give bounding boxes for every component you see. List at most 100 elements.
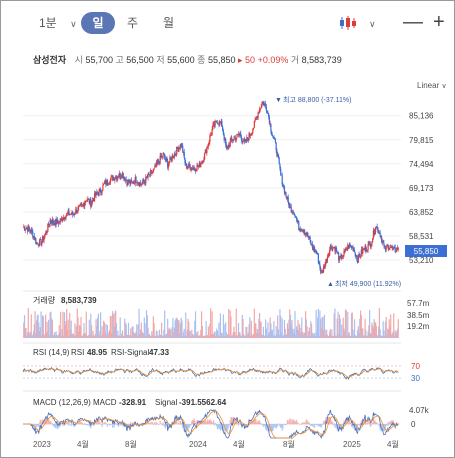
time-axis-label: 4월 <box>77 439 89 449</box>
volume-bar <box>177 320 179 338</box>
candle-body <box>224 138 226 141</box>
candle-body <box>158 161 160 164</box>
macd-histogram-bar <box>229 420 231 425</box>
volume-bar <box>223 324 225 338</box>
minimize-button[interactable]: — <box>403 11 423 33</box>
volume-bar <box>116 335 118 338</box>
volume-bar <box>180 317 182 338</box>
volume-bar <box>152 316 154 338</box>
interval-select[interactable]: 1분 ∨ <box>39 13 77 33</box>
volume-bar <box>349 335 351 338</box>
add-button[interactable]: + <box>433 11 445 33</box>
volume-bar <box>335 335 338 338</box>
candlestick-icon[interactable] <box>339 15 357 31</box>
volume-bar <box>176 319 179 338</box>
volume-bar <box>252 335 254 338</box>
candle-body <box>105 180 107 185</box>
macd-histogram-bar <box>286 423 288 425</box>
candle-body <box>246 137 249 140</box>
candle-body <box>153 168 155 170</box>
volume-bar <box>231 335 233 338</box>
current-price-tag: 55,850 <box>405 245 447 257</box>
chart-type-chevron-icon[interactable]: ∨ <box>369 19 376 29</box>
macd-histogram-bar <box>72 424 74 426</box>
volume-bar <box>108 331 110 338</box>
macd-histogram-bar <box>35 424 37 431</box>
tab-weekly[interactable]: 주 <box>127 16 139 30</box>
volume-bar <box>196 334 198 338</box>
macd-histogram-bar <box>164 424 167 429</box>
candle-body <box>183 152 185 158</box>
macd-histogram-bar <box>139 423 142 425</box>
macd-histogram-bar <box>158 424 160 425</box>
time-axis-label: 8월 <box>125 439 137 449</box>
candle-body <box>234 137 237 141</box>
volume-bar <box>100 335 102 338</box>
macd-histogram-bar <box>301 422 304 425</box>
candle-body <box>166 158 168 162</box>
volume-bar <box>142 332 144 338</box>
macd-histogram-bar <box>288 423 290 425</box>
volume-bar <box>95 319 97 338</box>
candle-body <box>215 120 217 122</box>
volume-bar <box>161 322 163 338</box>
macd-histogram-bar <box>285 424 287 426</box>
macd-histogram-bar <box>276 424 278 428</box>
macd-histogram-bar <box>146 422 148 425</box>
chevron-down-icon: ∨ <box>70 19 77 29</box>
macd-histogram-bar <box>397 423 399 425</box>
volume-bar <box>338 334 340 338</box>
volume-bar <box>194 311 197 338</box>
macd-histogram-bar <box>38 424 40 428</box>
volume-bar <box>73 335 75 338</box>
macd-histogram-bar <box>350 424 353 427</box>
candle-body <box>148 173 150 175</box>
macd-histogram-bar <box>310 424 313 426</box>
volume-bar <box>255 333 258 338</box>
volume-bar <box>169 330 171 338</box>
macd-histogram-bar <box>366 422 368 425</box>
macd-histogram-bar <box>110 424 112 425</box>
tab-monthly[interactable]: 월 <box>163 16 175 30</box>
candle-body <box>45 232 47 234</box>
macd-histogram-bar <box>61 423 63 425</box>
volume-bar <box>297 320 299 338</box>
candle-body <box>99 188 101 191</box>
candle-body <box>348 244 350 249</box>
macd-histogram-bar <box>35 424 38 428</box>
candle-body <box>91 200 93 204</box>
macd-histogram-bar <box>223 424 225 432</box>
candle-body <box>310 243 313 245</box>
volume-bar <box>103 320 105 338</box>
candle-body <box>176 146 179 150</box>
macd-histogram-bar <box>117 424 119 427</box>
macd-histogram-bar <box>91 424 93 425</box>
volume-bar <box>145 310 148 338</box>
volume-bar <box>370 333 372 338</box>
candle-body <box>271 131 273 136</box>
interval-label: 1분 <box>39 16 57 30</box>
volume-bar <box>232 332 234 338</box>
volume-bar <box>133 332 135 338</box>
candle-body <box>115 176 117 179</box>
candle-body <box>323 265 325 272</box>
volume-bar <box>159 334 161 338</box>
scale-mode-select[interactable]: Linear ∨ <box>417 81 447 90</box>
candle-body <box>373 230 375 235</box>
candle-body <box>384 245 386 247</box>
macd-histogram-bar <box>73 424 75 428</box>
candle-body <box>226 147 228 149</box>
macd-histogram-bar <box>335 424 338 429</box>
volume-bar <box>272 335 274 338</box>
macd-histogram-bar <box>160 423 162 425</box>
candle-body <box>208 141 210 144</box>
macd-histogram-bar <box>307 422 310 425</box>
candle-body <box>375 226 377 228</box>
volume-bar <box>302 334 304 338</box>
tab-daily[interactable]: 일 <box>81 12 115 34</box>
macd-histogram-bar <box>387 422 389 425</box>
macd-histogram-bar <box>291 419 293 425</box>
volume-bar <box>274 335 277 338</box>
volume-bar <box>29 331 32 338</box>
